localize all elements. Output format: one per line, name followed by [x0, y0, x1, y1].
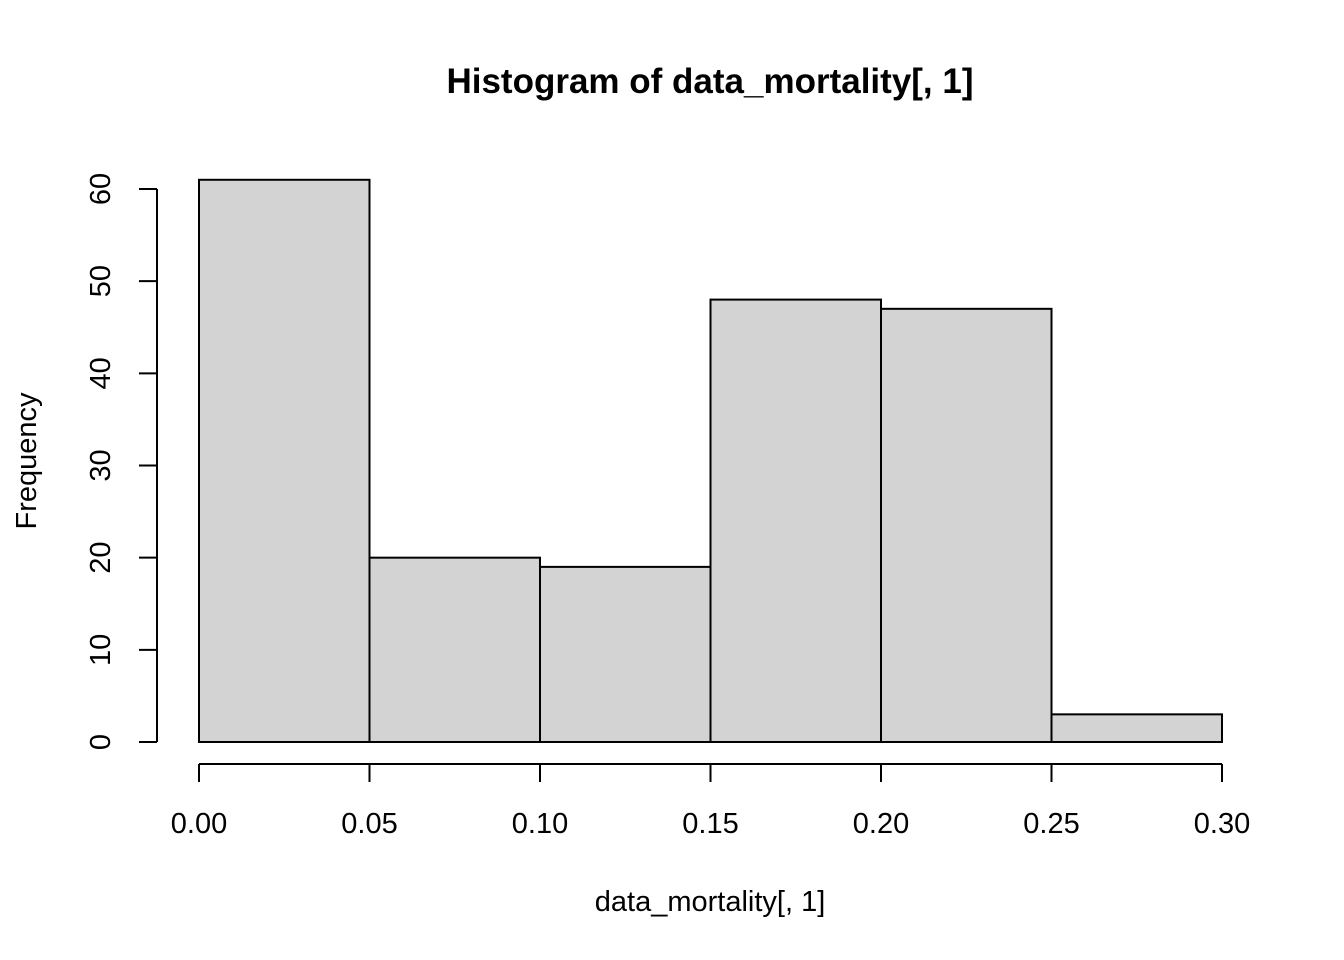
histogram-bar-2: [368, 556, 541, 744]
y-axis-label: Frequency: [11, 392, 43, 530]
histogram-bar-3: [539, 565, 712, 744]
histogram-bar-4: [709, 298, 882, 743]
x-tick-label: 0.05: [341, 808, 397, 840]
x-tick-label: 0.10: [512, 808, 568, 840]
histogram-bar-5: [880, 307, 1053, 743]
x-tick-label: 0.20: [853, 808, 909, 840]
x-tick-label: 0.25: [1023, 808, 1079, 840]
x-tick-label: 0.00: [171, 808, 227, 840]
y-tick-label: 50: [85, 265, 117, 297]
chart-title: Histogram of data_mortality[, 1]: [446, 62, 973, 101]
histogram-bar-6: [1050, 713, 1223, 743]
y-tick-label: 0: [85, 734, 117, 750]
bars-group: [198, 178, 1223, 744]
x-tick-label: 0.15: [682, 808, 738, 840]
y-tick-label: 20: [85, 542, 117, 574]
x-axis-label: data_mortality[, 1]: [595, 886, 826, 918]
y-tick-label: 60: [85, 173, 117, 205]
y-tick-label: 10: [85, 634, 117, 666]
x-tick-label: 0.30: [1194, 808, 1250, 840]
histogram-bar-1: [198, 178, 371, 744]
y-tick-label: 40: [85, 357, 117, 389]
y-axis: 0 10 20 30 40 50 60: [85, 173, 158, 750]
y-tick-label: 30: [85, 449, 117, 481]
x-axis: 0.00 0.05 0.10 0.15 0.20 0.25 0.30: [171, 763, 1250, 840]
